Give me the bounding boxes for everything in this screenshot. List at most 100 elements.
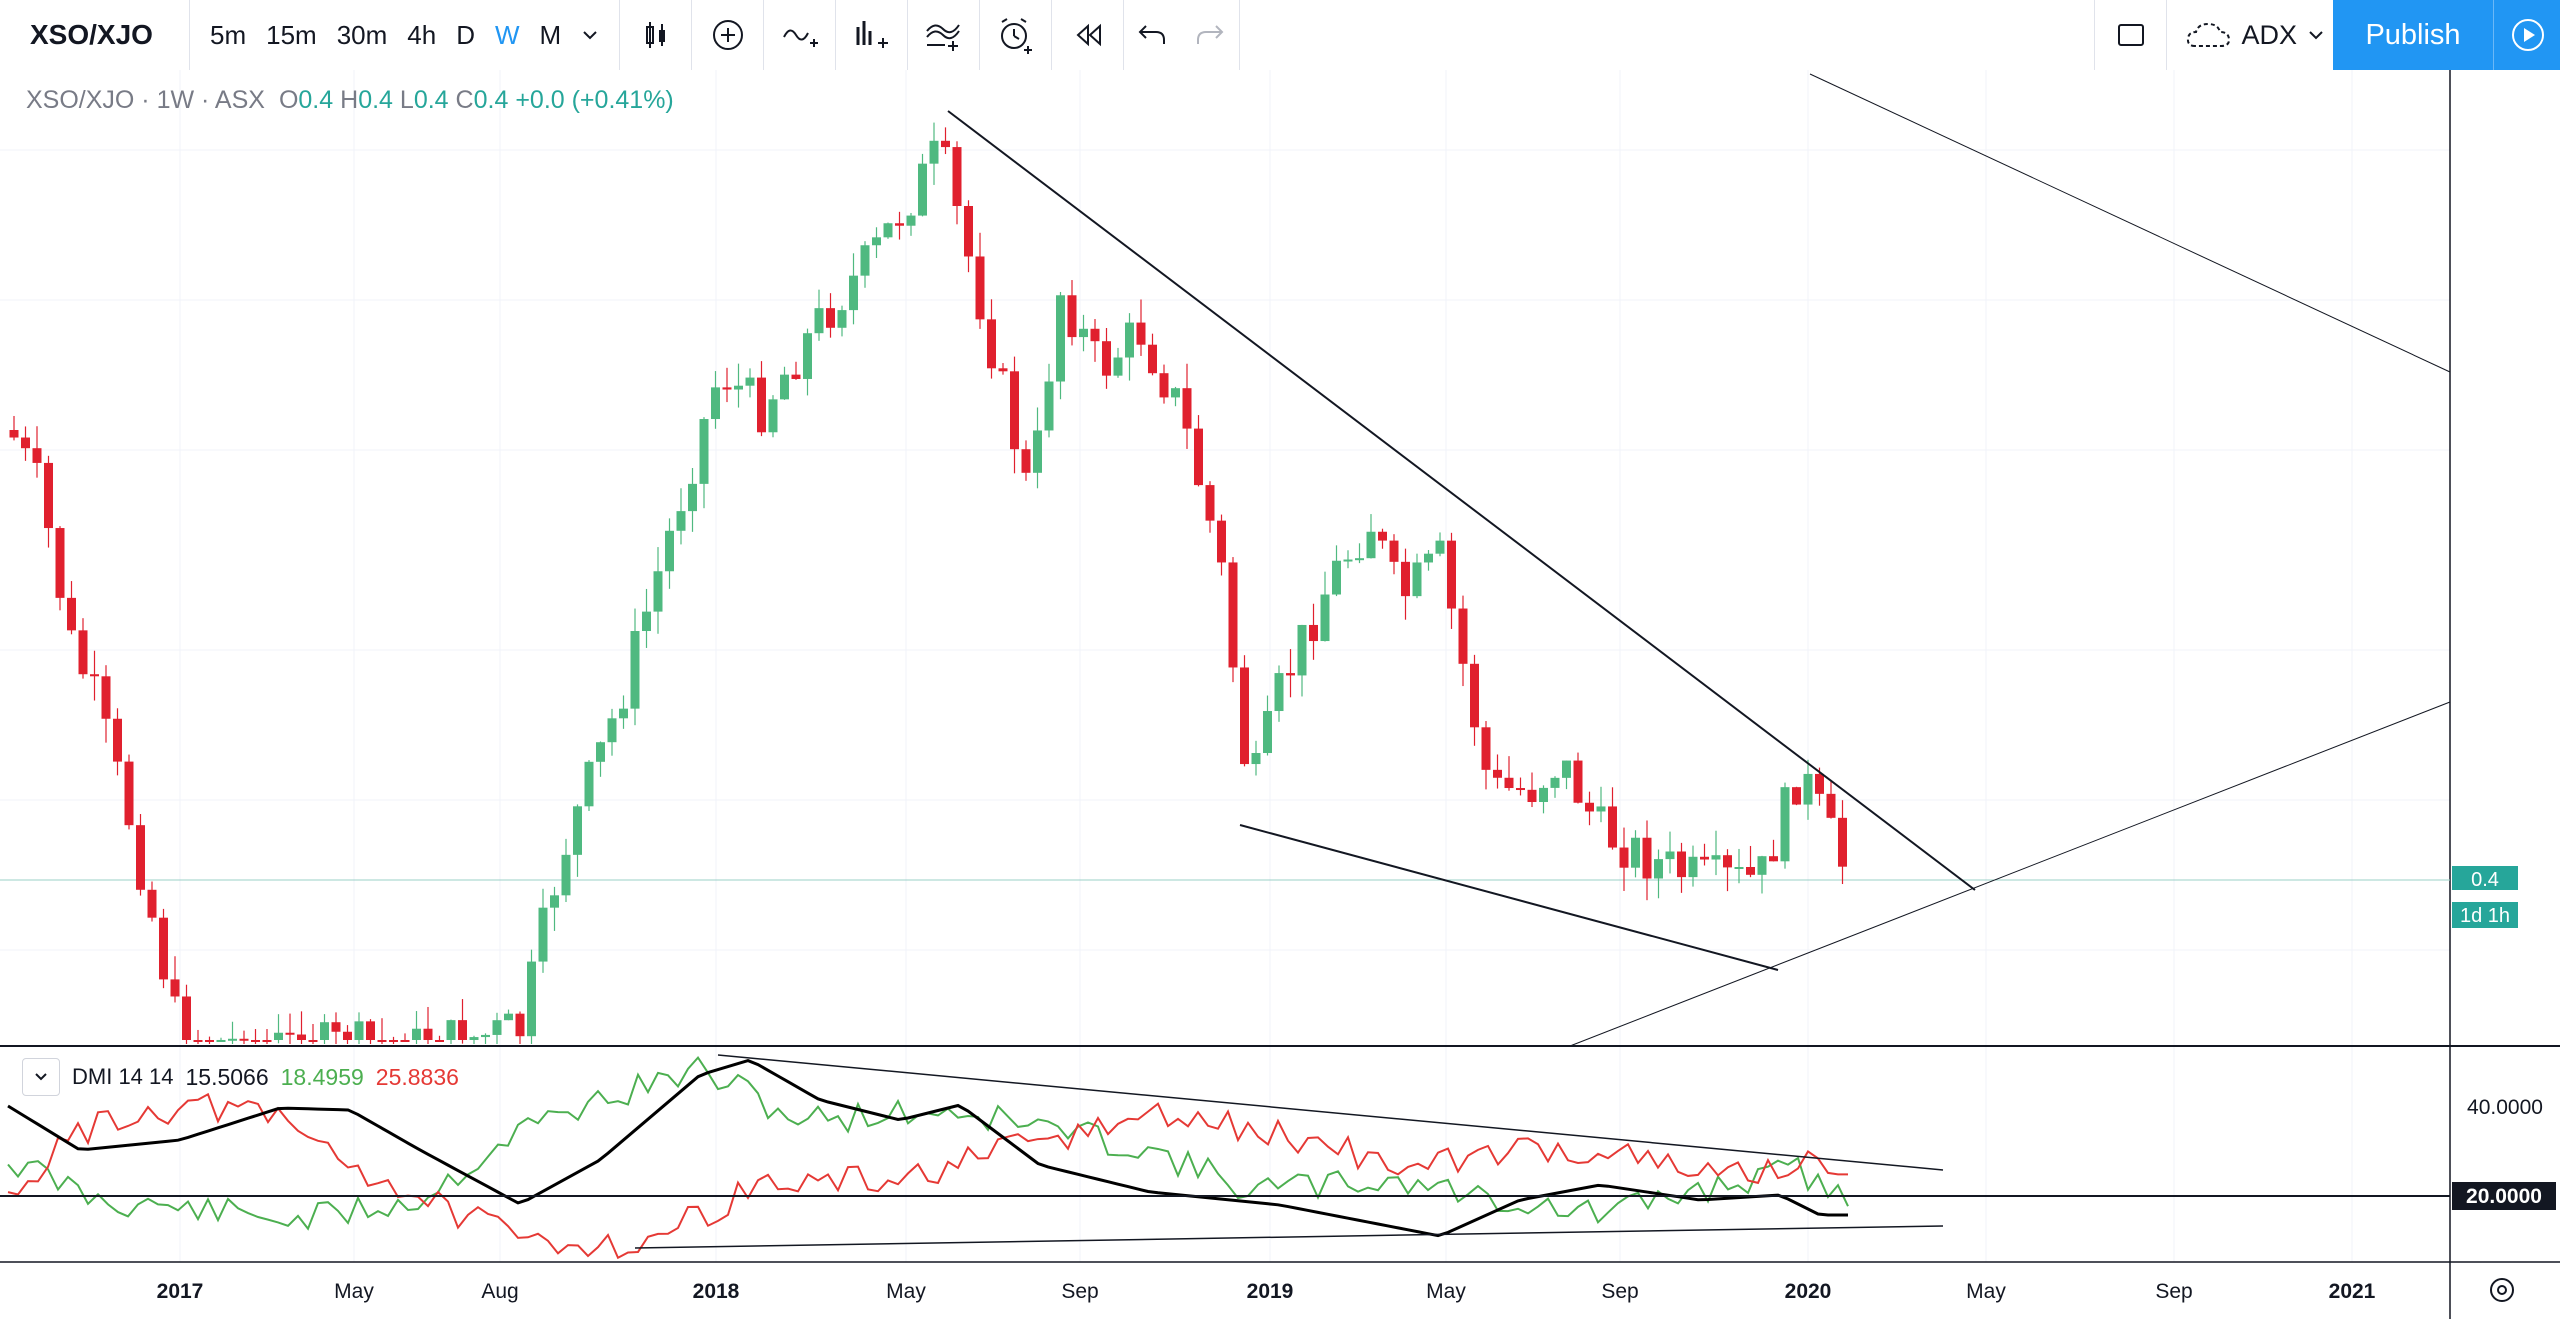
interval-dropdown-button[interactable] xyxy=(571,0,609,70)
trendline-lower[interactable] xyxy=(1239,824,1779,971)
chevron-down-icon[interactable] xyxy=(2307,26,2325,44)
candle-body xyxy=(1286,673,1295,676)
interval-30m[interactable]: 30m xyxy=(336,19,388,50)
candle-body xyxy=(1412,562,1422,597)
candle-body xyxy=(251,1040,260,1042)
indicator-name-label: ADX xyxy=(2241,19,2297,50)
financials-button[interactable] xyxy=(836,0,909,70)
trendlines-dmi[interactable] xyxy=(634,1054,1944,1249)
interval-d[interactable]: D xyxy=(456,19,475,50)
interval-w[interactable]: W xyxy=(494,19,520,50)
gear-icon xyxy=(2490,1278,2514,1302)
candle-body xyxy=(1136,322,1146,345)
candle-body xyxy=(1010,371,1019,450)
candle-body xyxy=(837,310,847,328)
candle-body xyxy=(515,1013,525,1037)
undo-icon xyxy=(1138,25,1166,44)
candle-body xyxy=(1148,344,1157,374)
templates-button[interactable] xyxy=(908,0,981,70)
dmi-name[interactable]: DMI 14 14 xyxy=(72,1064,174,1089)
undo-button[interactable] xyxy=(1124,0,1180,70)
save-layout-button[interactable]: ADX xyxy=(2167,0,2344,70)
candle-body xyxy=(780,374,789,400)
interval-15m[interactable]: 15m xyxy=(266,19,317,50)
candle-body xyxy=(757,377,766,433)
candle-body xyxy=(619,708,628,719)
dmi-trendline-upper[interactable] xyxy=(717,1054,1944,1171)
candle-body xyxy=(504,1013,513,1021)
candle-body xyxy=(1424,553,1433,563)
candle-body xyxy=(550,895,559,908)
alert-icon xyxy=(1000,18,1032,54)
candle-body xyxy=(377,1040,387,1042)
trendline-channel-bottom[interactable] xyxy=(1569,701,2451,1047)
candle-body xyxy=(1171,388,1180,398)
candle-body xyxy=(676,511,686,531)
indicators-button[interactable] xyxy=(764,0,837,70)
candle-body xyxy=(596,742,605,762)
time-axis-label: Sep xyxy=(1601,1280,1638,1303)
candle-body xyxy=(481,1034,490,1038)
replay-button[interactable] xyxy=(1052,0,1125,70)
trendline-upper[interactable] xyxy=(947,110,1976,891)
interval-5m[interactable]: 5m xyxy=(210,19,247,50)
candle-body xyxy=(734,385,743,390)
symbol-search-button[interactable]: XSO/XJO xyxy=(0,0,190,70)
time-axis-label: 2021 xyxy=(2329,1280,2376,1303)
collapse-legend-button[interactable] xyxy=(22,1058,60,1096)
candle-body xyxy=(998,368,1008,372)
time-axis-label: Aug xyxy=(481,1280,518,1303)
time-axis[interactable]: 2017 May Aug 2018 May Sep 2019 May Sep 2020 May Sep… xyxy=(157,1280,2376,1303)
candles-icon xyxy=(645,22,665,48)
trendline-channel-top[interactable] xyxy=(1809,73,2451,373)
dmi-scale-40: 40.0000 xyxy=(2467,1096,2543,1119)
candle-body xyxy=(285,1032,295,1035)
scale-settings-button[interactable] xyxy=(2490,1278,2514,1302)
interval-m[interactable]: M xyxy=(539,19,562,50)
candle-body xyxy=(1320,594,1330,642)
candle-body xyxy=(182,996,191,1040)
candle-body xyxy=(1113,357,1123,376)
candle-body xyxy=(849,275,858,311)
play-icon xyxy=(2511,19,2544,51)
candle-body xyxy=(216,1039,226,1042)
candle-body xyxy=(722,387,732,390)
time-axis-label: 2020 xyxy=(1785,1280,1832,1303)
change-value: +0.0 (+0.41%) xyxy=(515,86,674,114)
series-title[interactable]: XSO/XJO · 1W · ASX xyxy=(26,86,265,114)
candle-body xyxy=(205,1040,214,1042)
candle-body xyxy=(1493,769,1502,778)
candle-body xyxy=(883,223,893,238)
time-axis-label: 2018 xyxy=(693,1280,740,1303)
candle-body xyxy=(906,215,916,226)
time-axis-label: Sep xyxy=(1061,1280,1098,1303)
publish-menu-button[interactable] xyxy=(2493,0,2560,70)
candle-body xyxy=(124,761,134,826)
candle-body xyxy=(1585,802,1594,812)
candle-body xyxy=(872,237,881,246)
interval-4h[interactable]: 4h xyxy=(407,19,437,50)
candle-body xyxy=(1642,837,1652,879)
candle-body xyxy=(1631,837,1640,868)
candle-body xyxy=(274,1032,283,1040)
candle-body xyxy=(21,437,30,449)
candle-body xyxy=(1608,806,1617,848)
chart-area[interactable]: 0.4 1d 1h 40.0000 20.0000 2017 May Aug 2018… xyxy=(0,70,2560,1319)
dmi-trendline-lower[interactable] xyxy=(634,1225,1944,1249)
dmi-minus-di-value: 25.8836 xyxy=(375,1063,459,1090)
chart-style-button[interactable] xyxy=(620,0,693,70)
candle-body xyxy=(1504,777,1514,789)
compare-button[interactable] xyxy=(692,0,765,70)
candle-body xyxy=(1435,540,1445,554)
trendlines-main[interactable] xyxy=(947,73,2451,1047)
candle-body xyxy=(791,374,801,379)
alert-button[interactable] xyxy=(980,0,1053,70)
candle-body xyxy=(1562,760,1571,778)
candle-body xyxy=(170,979,180,997)
candle-body xyxy=(435,1040,444,1042)
redo-button[interactable] xyxy=(1180,0,1241,70)
publish-button[interactable]: Publish xyxy=(2333,0,2493,70)
time-axis-label: May xyxy=(1966,1280,2006,1303)
time-axis-label: May xyxy=(334,1280,374,1303)
layout-button[interactable] xyxy=(2095,0,2168,70)
